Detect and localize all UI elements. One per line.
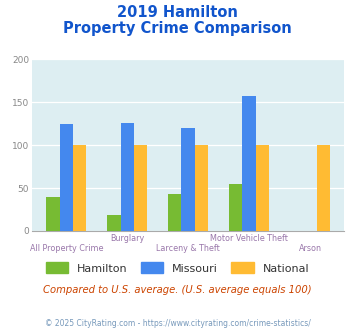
Bar xyxy=(120,123,134,231)
Bar xyxy=(168,194,181,231)
Bar xyxy=(107,215,120,231)
Bar xyxy=(317,145,330,231)
Legend: Hamilton, Missouri, National: Hamilton, Missouri, National xyxy=(42,258,313,278)
Bar xyxy=(134,145,147,231)
Text: © 2025 CityRating.com - https://www.cityrating.com/crime-statistics/: © 2025 CityRating.com - https://www.city… xyxy=(45,319,310,328)
Bar xyxy=(242,96,256,231)
Bar xyxy=(256,145,269,231)
Bar xyxy=(181,128,195,231)
Bar xyxy=(46,197,60,231)
Bar xyxy=(73,145,86,231)
Bar xyxy=(229,184,242,231)
Text: Compared to U.S. average. (U.S. average equals 100): Compared to U.S. average. (U.S. average … xyxy=(43,285,312,295)
Bar xyxy=(60,124,73,231)
Text: 2019 Hamilton: 2019 Hamilton xyxy=(117,5,238,20)
Text: Property Crime Comparison: Property Crime Comparison xyxy=(63,21,292,36)
Bar xyxy=(195,145,208,231)
